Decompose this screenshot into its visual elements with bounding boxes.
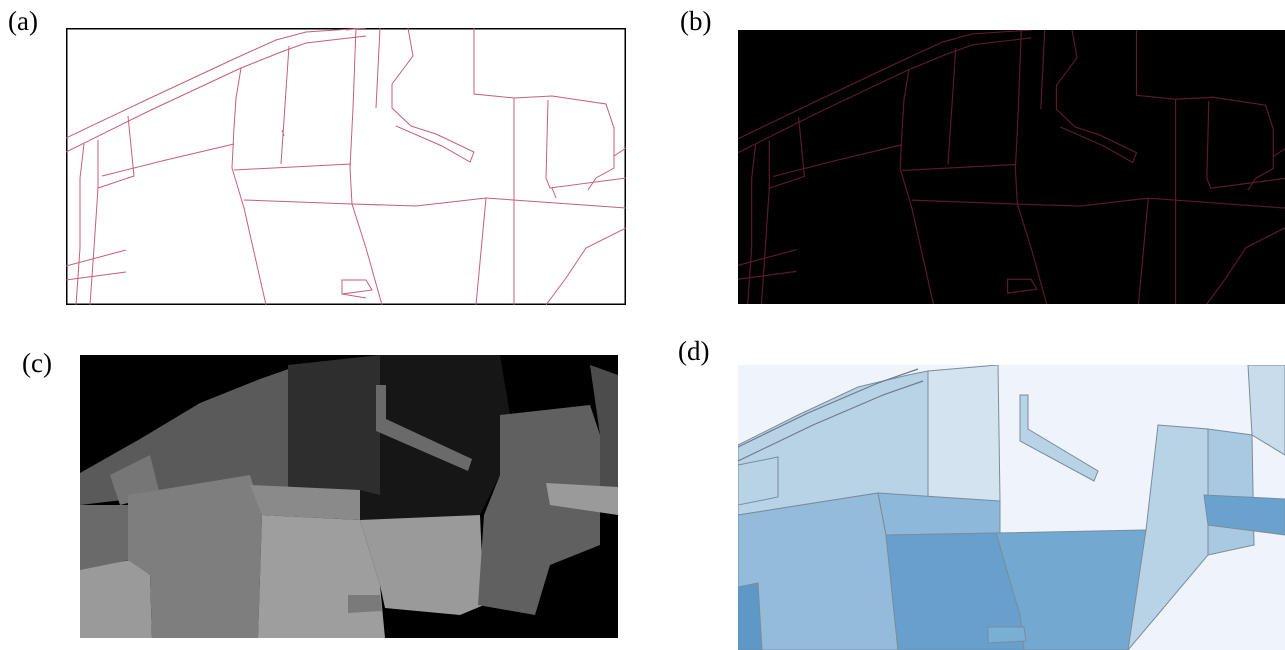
panel-d-blue-choropleth xyxy=(738,365,1285,650)
panel-b-label: (b) xyxy=(680,6,712,36)
panel-a-label: (a) xyxy=(8,6,38,36)
panel-a-vector-boundaries xyxy=(66,28,626,305)
panel-b-dark-boundaries xyxy=(738,30,1285,304)
panel-c-label: (c) xyxy=(22,348,52,378)
panel-d-label: (d) xyxy=(678,336,710,366)
panel-c-grayscale-labels xyxy=(80,355,618,638)
